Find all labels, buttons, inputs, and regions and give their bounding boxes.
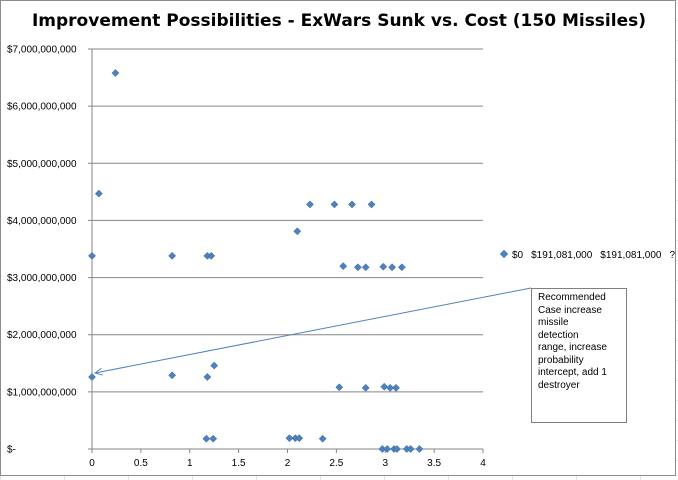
data-point <box>295 434 304 443</box>
data-point <box>379 262 388 271</box>
legend: $0 $191,081,000 $191,081,000? <box>499 250 678 261</box>
x-tick-label: 1 <box>187 458 193 469</box>
gridlines <box>92 48 483 393</box>
annotation-line: range, increase <box>538 342 607 353</box>
chart-title: Improvement Possibilities - ExWars Sunk … <box>31 11 647 31</box>
legend-marker-icon <box>499 250 509 259</box>
x-tick-label: 3 <box>382 458 388 469</box>
y-tick-label: $6,000,000,000 <box>7 102 77 113</box>
x-tick-label: 2 <box>285 458 291 469</box>
data-point <box>397 263 406 272</box>
y-tick-label: $5,000,000,000 <box>7 159 77 170</box>
data-point <box>293 227 302 236</box>
data-point <box>318 434 327 443</box>
data-point <box>207 251 216 260</box>
y-tick-label: $7,000,000,000 <box>7 45 77 56</box>
data-point <box>386 383 395 392</box>
y-tick-label: $4,000,000,000 <box>7 216 77 227</box>
data-point <box>330 200 339 209</box>
data-point <box>361 263 370 272</box>
data-point <box>209 434 218 443</box>
data-point <box>94 189 103 198</box>
x-tick-label: 0.5 <box>134 458 148 469</box>
y-tick-label: $2,000,000,000 <box>7 330 77 341</box>
annotation-arrow <box>94 287 532 374</box>
data-point <box>393 445 401 453</box>
data-point <box>335 383 344 392</box>
y-tick-label: $3,000,000,000 <box>7 273 77 284</box>
x-tick-label: 0 <box>89 458 95 469</box>
annotation-line: Case increase <box>538 304 602 316</box>
legend-entry: $191,081,000 <box>531 250 593 261</box>
annotation-line: Recommended <box>538 292 606 303</box>
annotation-line: destroyer <box>538 379 580 391</box>
x-tick-label: 1.5 <box>232 458 246 469</box>
data-point <box>88 373 96 381</box>
data-point <box>388 263 397 272</box>
x-tick-label: 2.5 <box>329 458 343 469</box>
data-point <box>202 434 211 443</box>
data-point <box>339 262 348 271</box>
data-point <box>210 361 219 370</box>
annotation-line: intercept, add 1 <box>538 367 607 378</box>
x-tick-label: 3.5 <box>427 458 441 469</box>
data-point <box>306 200 314 209</box>
data-point <box>383 445 392 453</box>
y-tick-label: $1,000,000,000 <box>7 387 77 398</box>
data-point <box>88 251 96 260</box>
data-point <box>406 445 415 453</box>
data-points <box>88 69 424 453</box>
annotation-arrowhead <box>93 367 103 376</box>
legend-entry: $191,081,000 <box>600 250 662 261</box>
legend-entry: $0 <box>512 250 524 261</box>
annotation-textbox[interactable]: Recommended Case increase missile detect… <box>531 288 627 423</box>
y-axis-ticks: $- $1,000,000,000 $2,000,000,000 $3,000,000… <box>7 45 92 456</box>
data-point <box>367 200 376 209</box>
data-point <box>203 373 212 381</box>
data-point <box>285 434 294 443</box>
data-point <box>111 69 120 77</box>
data-point <box>380 382 389 391</box>
x-tick-label: 4 <box>480 458 486 469</box>
legend-entry: ? <box>669 250 676 261</box>
data-point <box>168 251 177 260</box>
data-point <box>361 383 370 392</box>
data-point <box>168 371 177 380</box>
annotation-line: missile <box>538 317 569 328</box>
x-axis-ticks: 0 0.5 1 1.5 2 2.5 3 3.5 4 <box>89 449 486 469</box>
data-point <box>348 200 356 209</box>
annotation-line: probability <box>538 354 584 366</box>
annotation-line: detection <box>538 329 579 341</box>
y-tick-label: $- <box>7 445 16 456</box>
data-point <box>392 383 400 392</box>
data-point <box>353 263 362 272</box>
data-point <box>415 445 424 453</box>
